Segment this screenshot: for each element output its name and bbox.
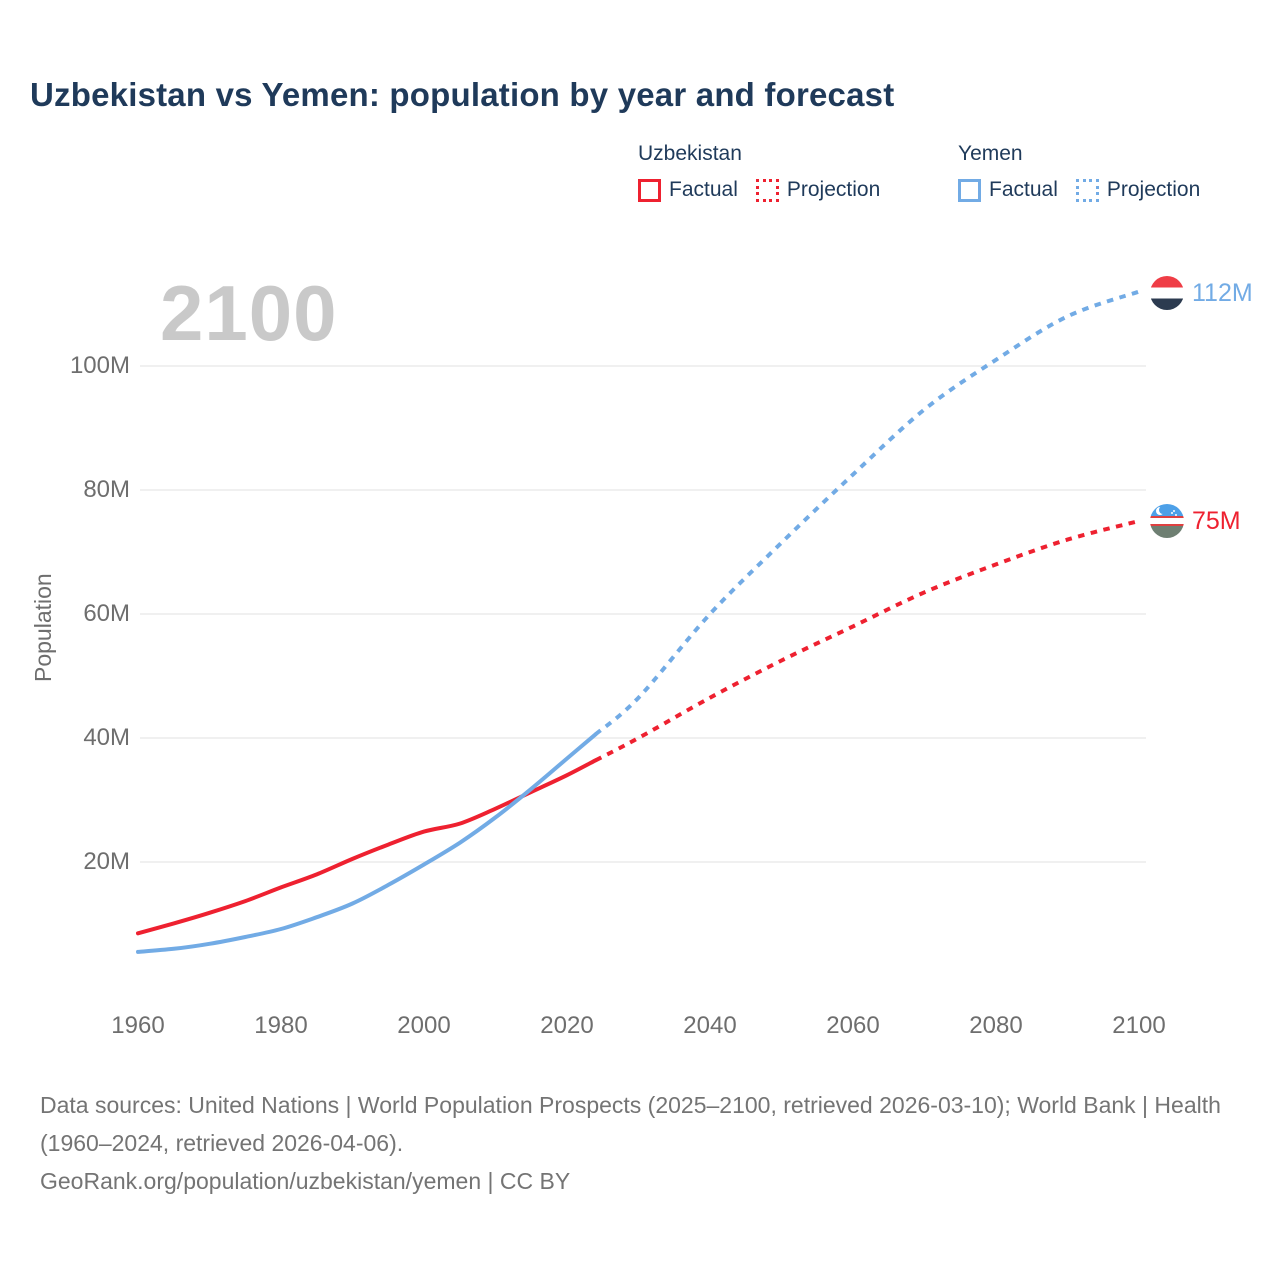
legend-group-uzbekistan: Uzbekistan Factual Projection <box>638 142 880 202</box>
dotted-line-swatch-icon <box>1075 178 1099 202</box>
legend-item-label: Factual <box>669 178 738 201</box>
legend-item-uzbekistan-factual[interactable]: Factual <box>638 178 738 202</box>
x-tick-label: 2100 <box>1112 1012 1166 1039</box>
yemen-end-value-label: 112M <box>1192 279 1253 307</box>
attribution-text: GeoRank.org/population/uzbekistan/yemen … <box>40 1168 571 1194</box>
legend-item-yemen-projection[interactable]: Projection <box>1075 178 1201 202</box>
page-title: Uzbekistan vs Yemen: population by year … <box>30 76 895 113</box>
x-tick-label: 2080 <box>969 1012 1023 1039</box>
uzbekistan-projection-line <box>594 519 1140 763</box>
legend-item-label: Factual <box>989 178 1058 201</box>
y-tick-label: 60M <box>83 600 130 627</box>
x-tick-label: 2000 <box>397 1012 451 1039</box>
yemen-factual-line <box>136 732 598 954</box>
uzbekistan-factual-line <box>136 758 598 936</box>
solid-line-swatch-icon <box>958 178 981 202</box>
legend-group-yemen: Yemen Factual Projection <box>958 142 1200 202</box>
y-tick-label: 20M <box>83 848 130 875</box>
x-tick-label: 2020 <box>540 1012 594 1039</box>
solid-line-swatch-icon <box>638 178 661 202</box>
watermark-year: 2100 <box>160 269 338 357</box>
yemen-flag-icon <box>1150 276 1184 310</box>
y-tick-label: 80M <box>83 476 130 503</box>
legend-item-label: Projection <box>1106 178 1201 201</box>
dotted-line-swatch-icon <box>755 178 779 202</box>
data-sources-text: Data sources: United Nations | World Pop… <box>40 1092 1221 1156</box>
y-tick-label: 100M <box>69 352 130 379</box>
yemen-projection-line <box>594 289 1140 736</box>
footer: Data sources: United Nations | World Pop… <box>40 1086 1230 1200</box>
y-tick-label: 40M <box>83 724 130 751</box>
x-tick-label: 2060 <box>826 1012 880 1039</box>
x-tick-label: 1980 <box>254 1012 308 1039</box>
uzbekistan-end-value-label: 75M <box>1192 507 1241 535</box>
legend-item-uzbekistan-projection[interactable]: Projection <box>755 178 881 202</box>
legend-country-name-uzbekistan: Uzbekistan <box>638 142 742 165</box>
legend-country-name-yemen: Yemen <box>958 142 1023 165</box>
uzbekistan-flag-icon <box>1150 504 1184 538</box>
legend-item-label: Projection <box>786 178 881 201</box>
legend-item-yemen-factual[interactable]: Factual <box>958 178 1058 202</box>
x-tick-label: 1960 <box>111 1012 165 1039</box>
x-tick-label: 2040 <box>683 1012 737 1039</box>
